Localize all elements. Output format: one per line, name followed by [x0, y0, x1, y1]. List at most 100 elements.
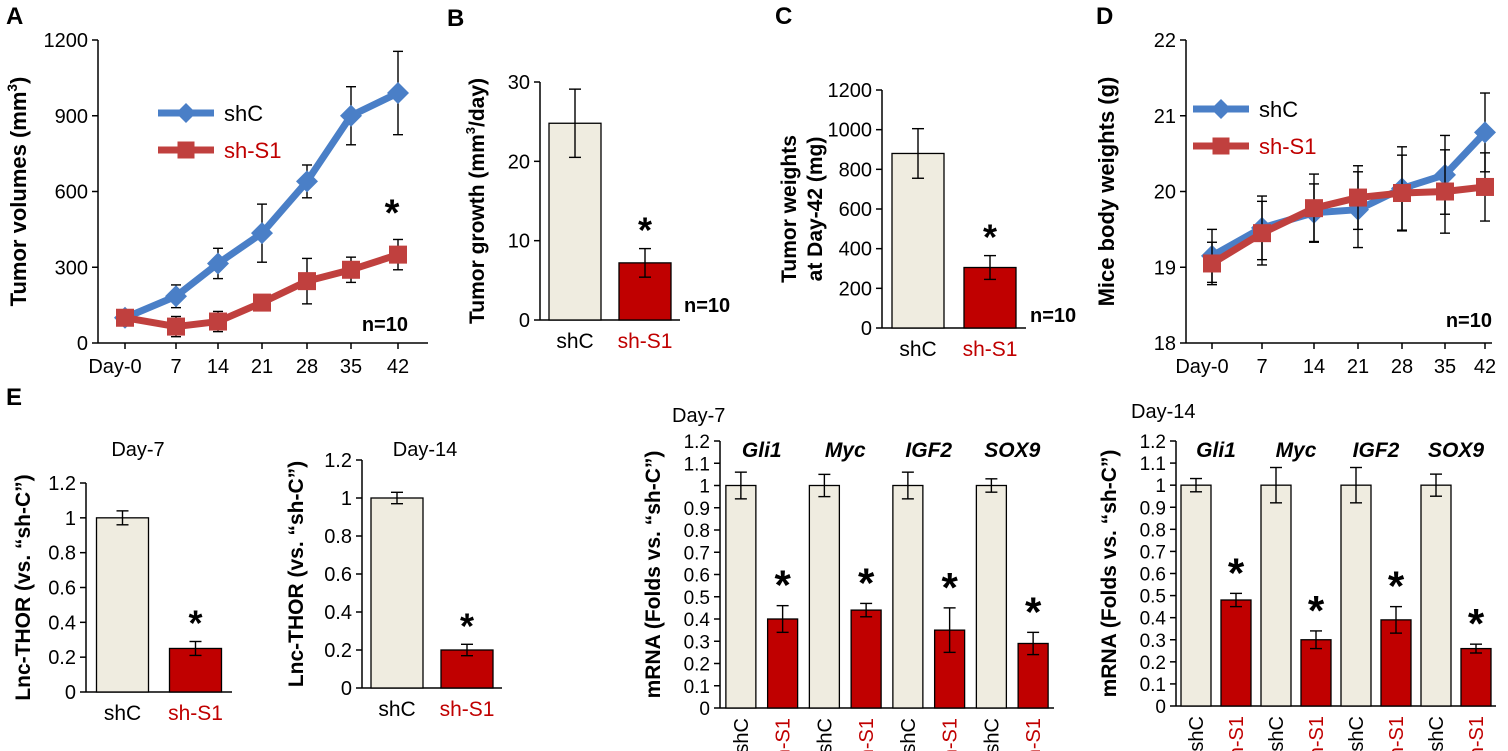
x-tick-label: shC [378, 698, 415, 721]
y-tick-label: 0 [699, 699, 710, 720]
y-axis-label: at Day-42 (mg) [804, 137, 827, 282]
y-tick-label: 0.6 [1140, 565, 1166, 586]
y-tick-label: 1 [1155, 476, 1166, 497]
x-tick-label: shC [1266, 716, 1288, 751]
error-bar [901, 471, 914, 500]
y-axis-label: Tumor weights [778, 135, 801, 283]
y-tick-label: 18 [1154, 333, 1176, 355]
gene-label: Myc [825, 439, 866, 462]
error-bar [1470, 643, 1482, 654]
x-tick-label: shC [981, 718, 1003, 751]
legend-marker-shC [176, 103, 196, 123]
error-bar [984, 254, 996, 281]
x-tick-label: Day-0 [1175, 356, 1228, 378]
significance-star: * [774, 562, 791, 609]
y-tick-label: 0.4 [324, 602, 352, 624]
error-bar [1027, 631, 1040, 656]
y-tick-label: 0.8 [684, 521, 710, 542]
y-tick-label: 1 [65, 508, 76, 530]
significance-star: * [1228, 549, 1245, 596]
y-tick-label: 21 [1154, 106, 1176, 128]
x-tick-label: 7 [170, 356, 181, 378]
y-tick-label: 0.2 [48, 647, 76, 669]
panel-label: D [1096, 3, 1113, 30]
data-point-sh-S1 [342, 260, 360, 279]
gene-label: IGF2 [1353, 439, 1400, 462]
y-tick-label: 0.3 [684, 632, 710, 653]
y-axis-label-text-close: ) [6, 77, 31, 84]
legend-label-sh-S1: sh-S1 [224, 138, 281, 163]
x-tick-label: 28 [1391, 356, 1413, 378]
x-tick-label: 35 [1434, 356, 1456, 378]
data-point-sh-S1 [1349, 188, 1367, 207]
x-tick-label: shC [1186, 716, 1208, 751]
significance-star: * [1308, 587, 1325, 634]
y-tick-label: 1000 [828, 120, 873, 142]
legend-marker-sh-S1 [177, 141, 195, 159]
y-tick-label: 19 [1154, 257, 1176, 279]
data-point-sh-S1 [209, 312, 227, 331]
y-tick-label: 0.4 [48, 612, 76, 634]
data-point-shC [207, 252, 229, 275]
y-tick-label: 0 [1155, 697, 1166, 718]
bar-shC [95, 517, 150, 693]
y-tick-label: 20 [508, 151, 530, 173]
error-bar [1430, 473, 1442, 497]
data-point-shC [251, 222, 273, 245]
x-tick-label: 35 [340, 356, 362, 378]
error-bar [639, 247, 651, 278]
x-tick-label: sh-S1 [1023, 718, 1045, 751]
x-tick-label: shC [104, 702, 141, 725]
error-bar [776, 604, 789, 634]
x-tick-label: Day-0 [88, 356, 141, 378]
x-tick-label: 21 [251, 356, 273, 378]
significance-star: * [385, 192, 400, 234]
bar-shC [975, 484, 1008, 709]
y-tick-label: 0.5 [684, 588, 710, 609]
x-tick-label: sh-S1 [940, 718, 962, 751]
bar-shC [892, 484, 924, 709]
y-axis-label: mRNA (Folds vs. “sh-C”) [1098, 450, 1121, 698]
y-axis-label-text: Tumor volumes (mm [6, 92, 31, 307]
y-axis-label: Lnc-THOR (vs. “sh-C”) [12, 474, 35, 700]
x-tick-label: sh-S1 [963, 338, 1018, 361]
error-bar [1310, 630, 1322, 650]
bar-sh-S1 [1300, 639, 1332, 707]
data-point-shC [1474, 121, 1496, 144]
bar-sh-S1 [1460, 647, 1492, 707]
bar-shC [370, 497, 424, 689]
y-tick-label: 0.2 [684, 655, 710, 676]
y-tick-label: 22 [1154, 30, 1176, 52]
significance-star: * [983, 217, 997, 258]
gene-label: SOX9 [984, 439, 1040, 462]
data-point-sh-S1 [298, 272, 316, 291]
x-tick-label: shC [1426, 716, 1448, 751]
y-tick-label: 30 [508, 72, 530, 94]
data-point-sh-S1 [116, 308, 134, 327]
x-tick-label: sh-S1 [1386, 716, 1408, 751]
y-tick-label: 0 [519, 310, 530, 332]
bar-sh-S1 [440, 649, 494, 689]
panel-subtitle: Day-14 [1131, 401, 1195, 423]
y-tick-label: 0 [861, 318, 872, 340]
gene-label: SOX9 [1428, 439, 1484, 462]
error-bar [1230, 592, 1242, 608]
x-tick-label: 14 [1303, 356, 1325, 378]
x-tick-label: shC [1346, 716, 1368, 751]
error-bar [985, 478, 998, 493]
y-tick-label: 0.4 [1140, 609, 1167, 630]
data-point-sh-S1 [1393, 184, 1411, 203]
x-tick-label: 28 [296, 356, 318, 378]
data-point-sh-S1 [253, 293, 271, 312]
x-tick-label: sh-S1 [168, 702, 223, 725]
y-tick-label: 0.2 [324, 640, 352, 662]
data-point-sh-S1 [1305, 199, 1323, 218]
y-tick-label: 400 [839, 239, 872, 261]
n-label: n=10 [1030, 305, 1076, 327]
y-tick-label: 1 [699, 477, 710, 498]
y-tick-label: 0.6 [684, 566, 710, 587]
gene-label: Myc [1276, 439, 1317, 462]
panel-subtitle: Day-14 [393, 439, 457, 461]
significance-star: * [858, 559, 875, 606]
y-tick-label: 800 [839, 159, 872, 181]
